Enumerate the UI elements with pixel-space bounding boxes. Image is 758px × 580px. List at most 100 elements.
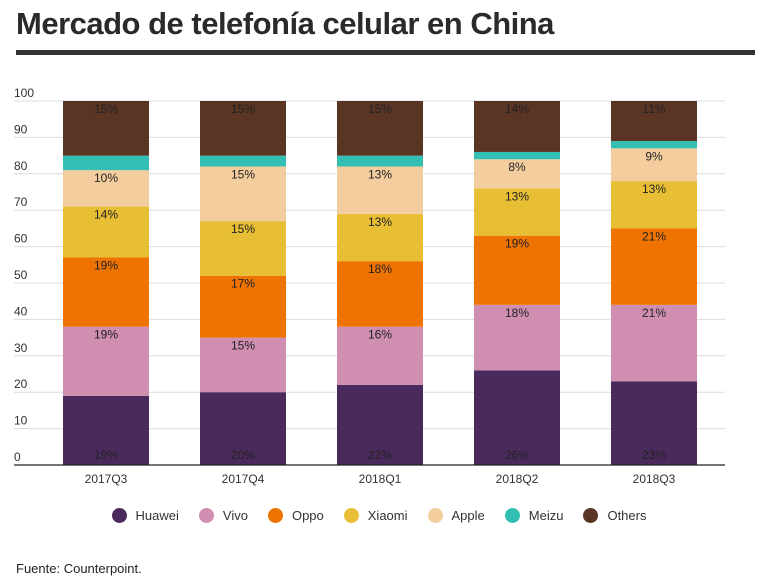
legend-label: Huawei [135,508,179,523]
x-tick-label: 2018Q1 [359,472,402,486]
legend-label: Meizu [528,508,564,523]
x-tick-label: 2018Q3 [633,472,676,486]
data-label: 15% [231,168,255,182]
bar-segment-huawei [611,381,697,465]
y-tick-label: 70 [14,195,28,209]
data-label: 23% [642,448,666,462]
data-label: 21% [642,229,666,243]
y-tick-label: 10 [14,414,28,428]
data-label: 18% [505,306,529,320]
y-tick-label: 60 [14,232,28,246]
data-label: 15% [368,102,392,116]
bar-segment-meizu [337,155,423,167]
bar-segment-huawei [63,395,149,465]
legend-label: Apple [451,508,485,523]
data-label: 22% [368,448,392,462]
bar-segment-oppo [611,228,697,305]
legend-item-vivo: Vivo [198,508,248,523]
legend-swatch [427,508,443,523]
bar-segment-vivo [474,304,560,371]
legend-swatch [198,508,214,523]
data-label: 26% [505,448,529,462]
data-label: 13% [368,215,392,229]
data-label: 11% [642,102,665,116]
bar-segment-vivo [611,304,697,382]
bar-segment-apple [611,148,697,182]
data-label: 18% [368,262,392,276]
bar-segment-oppo [474,235,560,305]
bar-segment-xiaomi [611,181,697,229]
bar-segment-others [337,101,423,156]
legend-item-xiaomi: Xiaomi [343,508,408,523]
bar-segment-others [200,101,286,156]
data-label: 14% [94,208,118,222]
data-label: 19% [94,259,118,273]
bar-segment-apple [200,166,286,222]
bar-segment-others [611,101,697,142]
legend-swatch [267,508,283,523]
bar-segment-others [63,101,149,156]
stacked-bar-chart: 0 10 20 30 40 50 60 70 80 90 100 19% 19% 19% 14% 10% 15%… [14,86,725,486]
legend-item-meizu: Meizu [504,508,564,523]
title-rule [16,50,755,55]
legend-label: Xiaomi [367,508,408,523]
bar-segment-xiaomi [200,221,286,276]
y-tick-label: 20 [14,377,28,391]
data-label: 10% [94,171,118,185]
bar-segment-huawei [474,370,560,465]
data-label: 9% [645,149,663,163]
bar-segment-huawei [200,392,286,465]
data-label: 15% [231,339,255,353]
legend-label: Oppo [291,508,324,523]
data-label: 15% [231,102,255,116]
bar-segment-meizu [474,151,560,160]
x-tick-label: 2017Q4 [222,472,265,486]
bar-segment-apple [63,170,149,207]
y-tick-label: 40 [14,304,28,318]
data-label: 13% [368,168,392,182]
bar-segment-huawei [337,384,423,465]
bar-segment-oppo [337,261,423,327]
legend-swatch [343,508,359,523]
bar-segment-xiaomi [337,213,423,262]
x-tick-label: 2017Q3 [85,472,128,486]
legend-item-oppo: Oppo [267,508,324,523]
data-label: 8% [508,160,526,174]
data-label: 14% [505,102,529,116]
chart-legend: Huawei Vivo Oppo Xiaomi Apple Meizu Others [0,508,758,523]
bar-segment-meizu [63,155,149,171]
data-label: 15% [231,222,255,236]
bar-segment-oppo [63,257,149,327]
data-label: 19% [94,448,118,462]
data-label: 21% [642,306,666,320]
legend-label: Vivo [222,508,248,523]
bar-segment-apple [474,159,560,189]
bar-segment-apple [337,166,423,214]
data-label: 15% [94,102,118,116]
bar-segment-xiaomi [474,188,560,236]
data-label: 16% [368,328,392,342]
source-note: Fuente: Counterpoint. [16,561,142,576]
legend-item-apple: Apple [427,508,485,523]
bar-segment-oppo [200,275,286,338]
legend-label: Others [607,508,647,523]
legend-swatch [111,508,127,523]
bar-segment-meizu [611,141,697,149]
y-tick-label: 100 [14,86,34,100]
y-tick-label: 50 [14,268,28,282]
y-tick-label: 90 [14,122,28,136]
bar-segment-vivo [200,337,286,393]
data-label: 19% [94,328,118,342]
bar-segment-vivo [337,326,423,385]
legend-item-others: Others [583,508,646,523]
bar-segment-xiaomi [63,206,149,258]
data-label: 17% [231,277,255,291]
bar-segment-vivo [63,326,149,396]
legend-item-huawei: Huawei [111,508,179,523]
data-label: 13% [642,182,666,196]
y-tick-label: 30 [14,341,28,355]
bar-segment-meizu [200,155,286,167]
chart-title: Mercado de telefonía celular en China [16,6,554,41]
x-tick-label: 2018Q2 [496,472,539,486]
data-label: 13% [505,189,529,203]
